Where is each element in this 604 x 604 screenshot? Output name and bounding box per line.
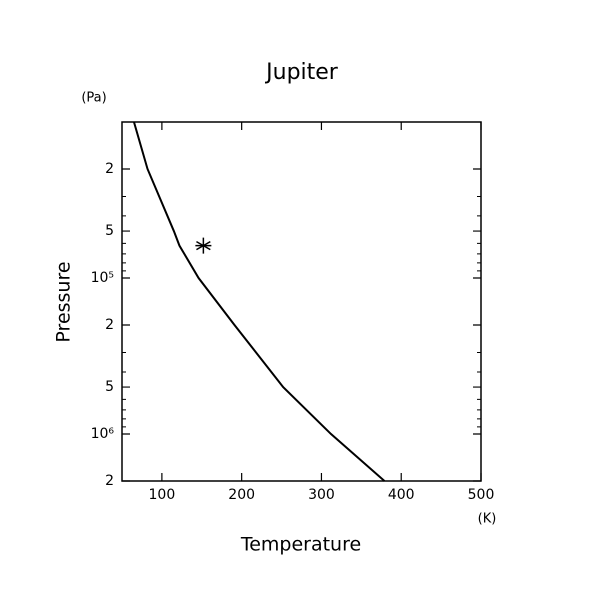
x-tick-label: 300 bbox=[308, 487, 335, 503]
plot-frame bbox=[121, 121, 482, 482]
y-tick-label: 2 bbox=[105, 161, 114, 177]
asterisk-marker bbox=[195, 237, 212, 254]
x-tick-label: 200 bbox=[228, 487, 255, 503]
y-tick-label: 10⁵ bbox=[91, 270, 114, 286]
y-unit: (Pa) bbox=[81, 91, 106, 106]
x-tick-label: 500 bbox=[468, 487, 495, 503]
y-axis-label: Pressure bbox=[53, 261, 75, 342]
curve bbox=[133, 121, 386, 482]
chart-title: Jupiter bbox=[264, 60, 339, 85]
y-tick-label: 10⁶ bbox=[91, 426, 115, 442]
y-tick-label: 2 bbox=[105, 473, 114, 489]
x-tick-label: 400 bbox=[388, 487, 415, 503]
y-tick-label: 5 bbox=[105, 379, 114, 395]
y-tick-label: 2 bbox=[105, 317, 114, 333]
x-axis-label: Temperature bbox=[240, 534, 361, 556]
x-tick-label: 100 bbox=[149, 487, 176, 503]
y-tick-label: 5 bbox=[105, 223, 114, 239]
x-unit: (K) bbox=[478, 512, 497, 527]
